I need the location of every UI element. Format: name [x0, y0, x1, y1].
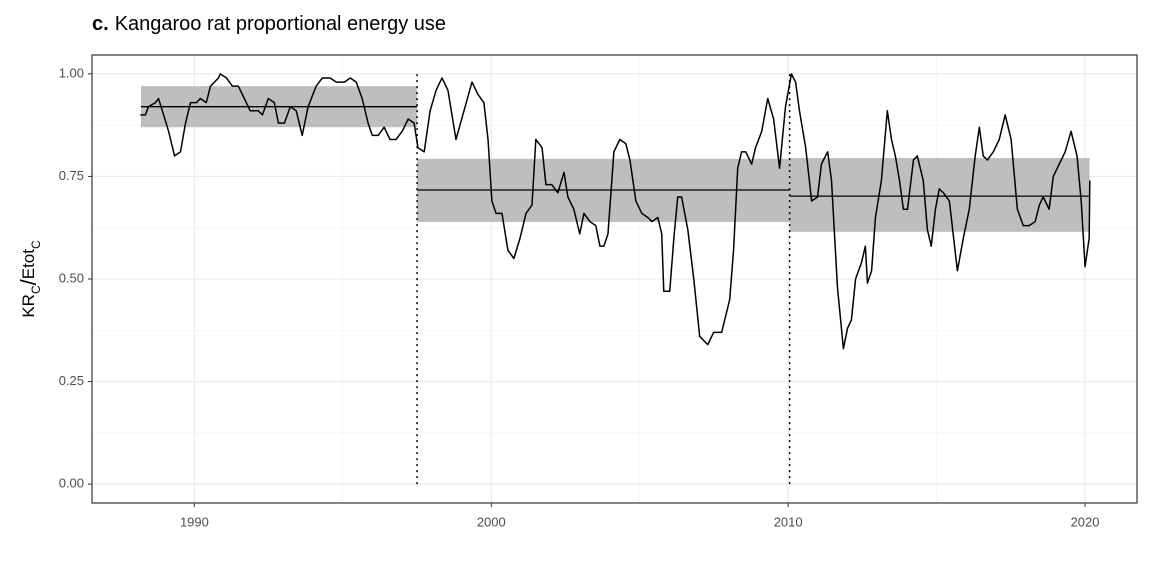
y-label-slash: / [16, 278, 41, 285]
y-label-part: KR [19, 294, 38, 318]
y-axis-label: KRC/EtotC [16, 240, 43, 318]
x-tick-label: 2010 [774, 514, 803, 529]
y-label-part: Etot [19, 249, 38, 280]
series-line [140, 73, 1091, 350]
y-label-sub: C [29, 285, 43, 294]
y-tick-label: 0.00 [59, 476, 84, 491]
y-tick-label: 0.75 [59, 168, 84, 183]
title-text: Kangaroo rat proportional energy use [115, 13, 446, 35]
title-label: c. [92, 13, 109, 35]
x-tick-label: 2000 [477, 514, 506, 529]
x-tick-label: 1990 [180, 514, 209, 529]
y-tick-label: 0.50 [59, 270, 84, 285]
x-tick-label: 2020 [1071, 514, 1100, 529]
chart-title: c. Kangaroo rat proportional energy use [92, 13, 446, 35]
y-tick-label: 1.00 [59, 65, 84, 80]
confidence-band [789, 157, 1090, 232]
y-label-sub: C [29, 240, 43, 249]
y-tick-label: 0.25 [59, 373, 84, 388]
